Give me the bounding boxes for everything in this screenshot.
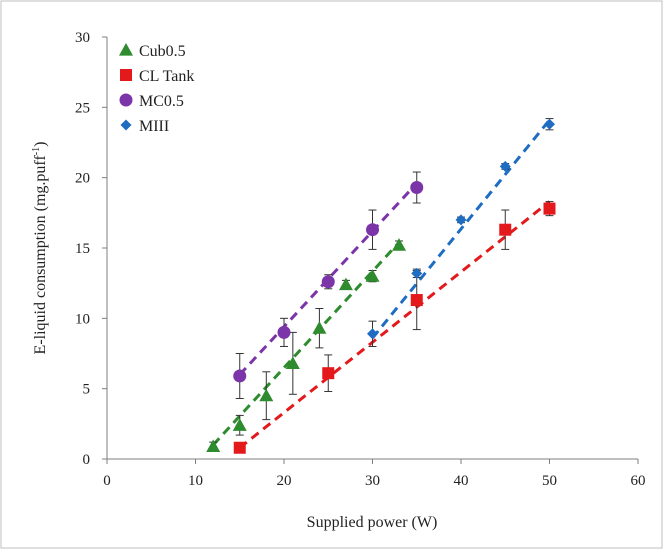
trendline-mc0-5 xyxy=(238,182,418,376)
data-point-mc0-5 xyxy=(277,325,291,339)
data-point-cub0-5 xyxy=(259,388,274,402)
legend-label-cl-tank: CL Tank xyxy=(139,68,194,85)
data-point-miii xyxy=(499,160,511,172)
y-tick-label: 5 xyxy=(83,382,91,398)
data-point-miii xyxy=(455,214,467,226)
x-tick-label: 0 xyxy=(103,473,111,489)
y-tick-labels: 0 5 10 15 20 25 30 xyxy=(75,30,107,468)
data-point-mc0-5 xyxy=(410,181,424,195)
data-point-cub0-5 xyxy=(206,439,221,452)
data-point-cub0-5 xyxy=(338,277,353,291)
trendline-miii xyxy=(371,119,551,339)
data-point-miii xyxy=(411,267,423,279)
legend-marker-cl-tank xyxy=(120,69,132,81)
legend-label-cub0-5: Cub0.5 xyxy=(139,43,186,60)
data-point-cub0-5 xyxy=(285,356,300,369)
data-point-mc0-5 xyxy=(366,223,379,237)
data-point-cl-tank xyxy=(410,294,423,307)
data-point-cl-tank xyxy=(543,202,556,215)
legend-label-miii: MIII xyxy=(139,118,169,135)
data-point-cub0-5 xyxy=(392,238,407,251)
trendlines xyxy=(212,119,551,449)
legend-marker-miii xyxy=(120,119,132,131)
legend-item-mc0-5: MC0.5 xyxy=(119,93,184,110)
x-tick-label: 60 xyxy=(631,473,646,489)
y-axis-label-superscript: -1 xyxy=(31,147,42,155)
y-tick-label: 25 xyxy=(75,100,90,116)
legend-label-mc0-5: MC0.5 xyxy=(139,93,184,110)
data-point-cub0-5 xyxy=(365,269,380,282)
y-tick-label: 15 xyxy=(75,241,90,257)
legend-item-cub0-5: Cub0.5 xyxy=(119,43,186,60)
data-point-miii xyxy=(544,118,555,130)
data-point-cub0-5 xyxy=(312,321,327,334)
legend-marker-cub0-5 xyxy=(119,43,133,56)
y-axis-label-suffix: ) xyxy=(32,142,49,147)
trendline-cl-tank xyxy=(238,200,551,449)
legend-marker-mc0-5 xyxy=(119,93,133,107)
y-tick-label: 0 xyxy=(83,452,91,468)
trendline-cub0-5 xyxy=(212,241,401,446)
x-tick-label: 50 xyxy=(542,473,557,489)
x-tick-label: 20 xyxy=(277,473,292,489)
x-tick-labels: 0 10 20 30 40 50 60 xyxy=(103,459,646,489)
legend-item-miii: MIII xyxy=(120,118,169,135)
data-point-mc0-5 xyxy=(233,369,247,383)
y-axis-label: E-liquid consumption (mg.puff-1) xyxy=(31,142,49,355)
data-point-cl-tank xyxy=(499,223,512,236)
x-tick-label: 10 xyxy=(188,473,203,489)
y-tick-label: 30 xyxy=(75,30,90,46)
y-tick-label: 20 xyxy=(75,171,90,187)
y-tick-label: 10 xyxy=(75,311,90,327)
x-tick-label: 40 xyxy=(454,473,469,489)
data-point-mc0-5 xyxy=(321,275,335,289)
legend-item-cl-tank: CL Tank xyxy=(120,68,194,85)
data-point-miii xyxy=(367,328,378,340)
legend: Cub0.5 CL Tank MC0.5 MIII xyxy=(119,43,194,135)
data-point-cl-tank xyxy=(322,367,335,380)
data-point-cl-tank xyxy=(233,441,246,454)
x-tick-label: 30 xyxy=(365,473,380,489)
x-axis-label: Supplied power (W) xyxy=(307,514,438,531)
data-markers xyxy=(206,118,556,454)
y-axis-label-main: E-liquid consumption (mg.puff xyxy=(32,155,49,355)
data-point-cub0-5 xyxy=(232,418,247,431)
